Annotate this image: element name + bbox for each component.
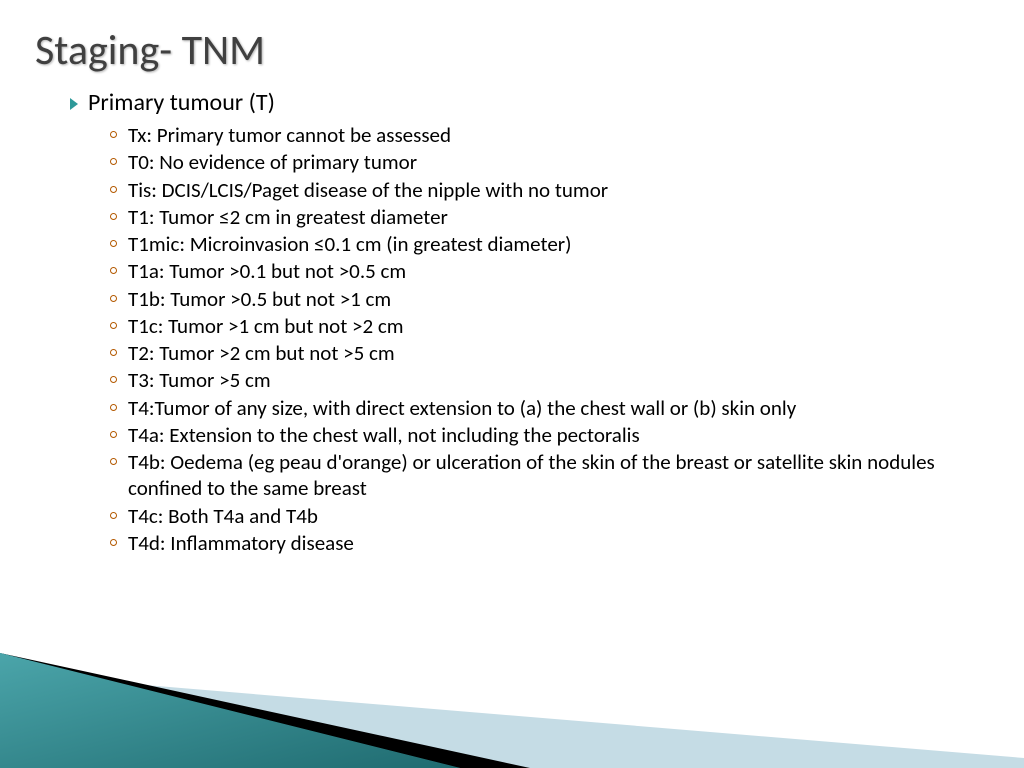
circle-bullet-icon [110,186,117,193]
circle-bullet-icon [110,322,117,329]
list-item-text: T4b: Oedema (eg peau d'orange) or ulcera… [128,449,974,502]
slide-content: Primary tumour (T) Tx: Primary tumor can… [0,88,1024,556]
list-item-text: Tis: DCIS/LCIS/Paget disease of the nipp… [128,177,608,203]
list-item: T1b: Tumor >0.5 but not >1 cm [110,286,974,312]
slide-title: Staging- TNM [0,0,1024,88]
list-item-text: T1a: Tumor >0.1 but not >0.5 cm [128,258,406,284]
circle-bullet-icon [110,131,117,138]
list-item: T1a: Tumor >0.1 but not >0.5 cm [110,258,974,284]
list-item: T1mic: Microinvasion ≤0.1 cm (in greates… [110,231,974,257]
list-item-text: T4:Tumor of any size, with direct extens… [128,395,796,421]
list-item-text: T1: Tumor ≤2 cm in greatest diameter [128,204,448,230]
primary-heading-item: Primary tumour (T) [70,88,974,117]
list-item-text: T1b: Tumor >0.5 but not >1 cm [128,286,391,312]
arrow-bullet-icon [70,98,78,110]
list-item: T4d: Inflammatory disease [110,530,974,556]
circle-bullet-icon [110,539,117,546]
circle-bullet-icon [110,431,117,438]
list-item: T3: Tumor >5 cm [110,367,974,393]
circle-bullet-icon [110,295,117,302]
slide-decoration-shape [0,618,1024,768]
list-item: Tis: DCIS/LCIS/Paget disease of the nipp… [110,177,974,203]
list-item-text: T1mic: Microinvasion ≤0.1 cm (in greates… [128,231,571,257]
staging-definitions-list: Tx: Primary tumor cannot be assessed T0:… [70,122,974,556]
list-item-text: T4c: Both T4a and T4b [128,503,318,529]
circle-bullet-icon [110,267,117,274]
list-item-text: T2: Tumor >2 cm but not >5 cm [128,340,395,366]
list-item-text: Tx: Primary tumor cannot be assessed [128,122,451,148]
circle-bullet-icon [110,404,117,411]
list-item: T2: Tumor >2 cm but not >5 cm [110,340,974,366]
list-item: T0: No evidence of primary tumor [110,149,974,175]
list-item: T4:Tumor of any size, with direct extens… [110,395,974,421]
list-item: T1c: Tumor >1 cm but not >2 cm [110,313,974,339]
primary-heading-text: Primary tumour (T) [88,88,275,117]
circle-bullet-icon [110,512,117,519]
list-item: T1: Tumor ≤2 cm in greatest diameter [110,204,974,230]
circle-bullet-icon [110,240,117,247]
circle-bullet-icon [110,376,117,383]
circle-bullet-icon [110,213,117,220]
list-item-text: T3: Tumor >5 cm [128,367,271,393]
list-item-text: T4a: Extension to the chest wall, not in… [128,422,640,448]
list-item: T4a: Extension to the chest wall, not in… [110,422,974,448]
list-item: T4c: Both T4a and T4b [110,503,974,529]
circle-bullet-icon [110,158,117,165]
circle-bullet-icon [110,458,117,465]
list-item-text: T1c: Tumor >1 cm but not >2 cm [128,313,404,339]
list-item: Tx: Primary tumor cannot be assessed [110,122,974,148]
list-item-text: T4d: Inflammatory disease [128,530,354,556]
list-item-text: T0: No evidence of primary tumor [128,149,417,175]
circle-bullet-icon [110,349,117,356]
list-item: T4b: Oedema (eg peau d'orange) or ulcera… [110,449,974,502]
